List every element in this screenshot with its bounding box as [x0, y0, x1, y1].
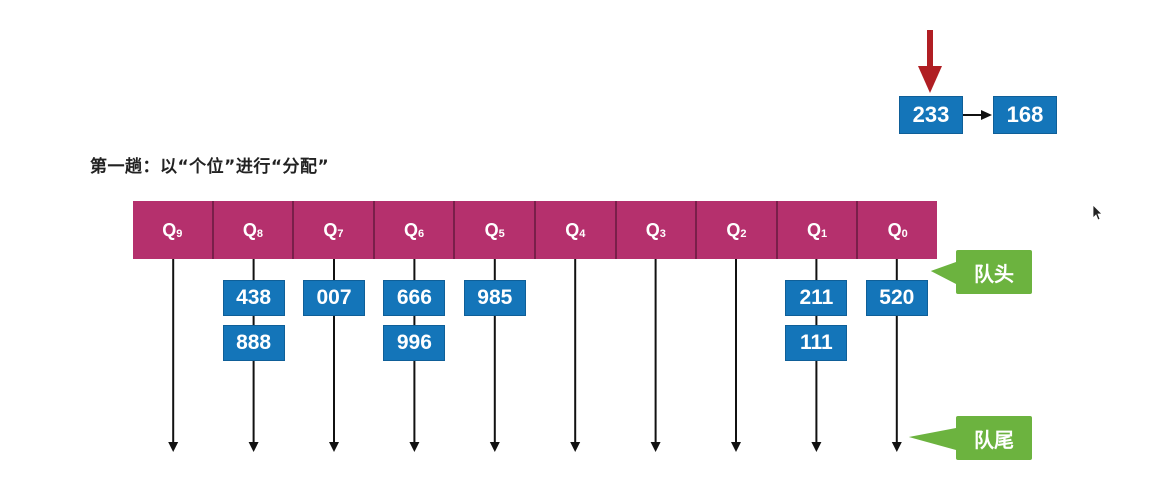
queue-node-q1-1: 211	[785, 280, 848, 316]
queue-index: 4	[579, 228, 586, 240]
queue-letter: Q	[484, 219, 499, 240]
queue-tail-label: 队尾	[956, 416, 1032, 460]
queue-node-q5-1: 985	[463, 280, 526, 316]
queue-letter: Q	[887, 219, 902, 240]
queue-arrowhead-q2	[731, 442, 741, 452]
queue-node-q0-1: 520	[865, 280, 928, 316]
current-pointer-arrow-icon	[918, 66, 942, 93]
tail-pointer-wedge	[908, 428, 956, 450]
mouse-cursor-icon	[1092, 204, 1103, 221]
queue-index: 8	[256, 228, 263, 240]
queue-letter: Q	[242, 219, 257, 240]
pass-title: 第一趟：以“个位”进行“分配”	[90, 157, 330, 177]
queue-arrowhead-q1	[811, 442, 822, 452]
queue-index: 0	[901, 228, 908, 240]
queue-index: 9	[176, 228, 183, 240]
queue-node-q8-2: 888	[222, 325, 285, 361]
input-node-2: 168	[993, 96, 1057, 134]
queue-node-q6-1: 666	[383, 280, 446, 316]
queue-node-q1-2: 111	[785, 325, 848, 361]
queue-arrowhead-q6	[409, 442, 420, 452]
queue-index: 6	[418, 228, 425, 240]
input-node-1: 233	[899, 96, 963, 134]
queue-index: 5	[498, 228, 505, 240]
queue-arrowhead-q4	[570, 442, 581, 452]
queue-letter: Q	[162, 219, 177, 240]
input-link-arrow-icon	[981, 110, 992, 120]
queue-arrowhead-q7	[329, 442, 339, 452]
queue-index: 1	[820, 228, 828, 240]
queue-index: 3	[659, 228, 666, 240]
queue-letter: Q	[726, 219, 741, 240]
queue-arrowhead-q9	[168, 442, 179, 452]
queue-arrowhead-q5	[489, 442, 500, 452]
queue-arrowhead-q0	[891, 442, 902, 452]
queue-node-q6-2: 996	[383, 325, 446, 361]
queue-index: 7	[337, 228, 344, 240]
queue-node-q7-1: 007	[303, 280, 365, 316]
queue-head-label: 队头	[956, 250, 1032, 294]
queue-index: 2	[740, 228, 747, 240]
head-pointer-wedge	[930, 262, 956, 284]
queue-arrowhead-q3	[650, 442, 661, 452]
queue-letter: Q	[323, 219, 338, 240]
queue-letter: Q	[806, 219, 821, 240]
current-pointer-shaft	[927, 30, 933, 70]
queue-letter: Q	[645, 219, 660, 240]
queue-arrowhead-q8	[248, 442, 259, 452]
queue-node-q8-1: 438	[222, 280, 285, 316]
queue-letter: Q	[404, 219, 419, 240]
queue-letter: Q	[565, 219, 580, 240]
